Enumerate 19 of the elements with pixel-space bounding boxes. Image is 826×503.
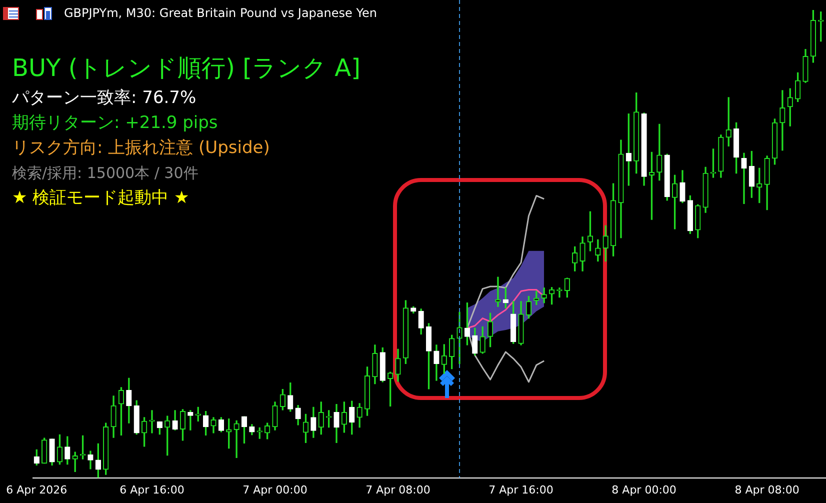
annotation: 期待リターン: +21.9 pips bbox=[12, 112, 219, 135]
x-tick-label: 7 Apr 00:00 bbox=[242, 483, 308, 496]
annotation: パターン一致率: 76.7% bbox=[12, 87, 198, 110]
x-tick-label: 6 Apr 2026 bbox=[6, 483, 68, 496]
chart-title: GBPJPYm, M30: Great Britain Pound vs Japanese Yen bbox=[64, 6, 377, 20]
candlestick bbox=[741, 152, 747, 204]
candlestick bbox=[780, 90, 786, 151]
annotation: BUY (トレンド順行) [ランク A] bbox=[12, 53, 360, 84]
annotation: リスク方向: 上振れ注意 (Upside) bbox=[12, 137, 271, 160]
annotation: ★ 検証モード起動中 ★ bbox=[12, 187, 190, 210]
candlestick bbox=[495, 276, 501, 307]
x-tick-label: 8 Apr 00:00 bbox=[612, 483, 676, 496]
x-tick-label: 7 Apr 16:00 bbox=[488, 483, 554, 496]
candlestick bbox=[188, 410, 194, 430]
x-tick-label: 8 Apr 08:00 bbox=[734, 483, 800, 496]
x-tick-label: 7 Apr 08:00 bbox=[366, 483, 430, 496]
candlestick bbox=[234, 420, 240, 458]
annotation: 検索/採用: 15000本 / 30件 bbox=[12, 163, 200, 184]
x-tick-label: 6 Apr 16:00 bbox=[120, 483, 184, 496]
